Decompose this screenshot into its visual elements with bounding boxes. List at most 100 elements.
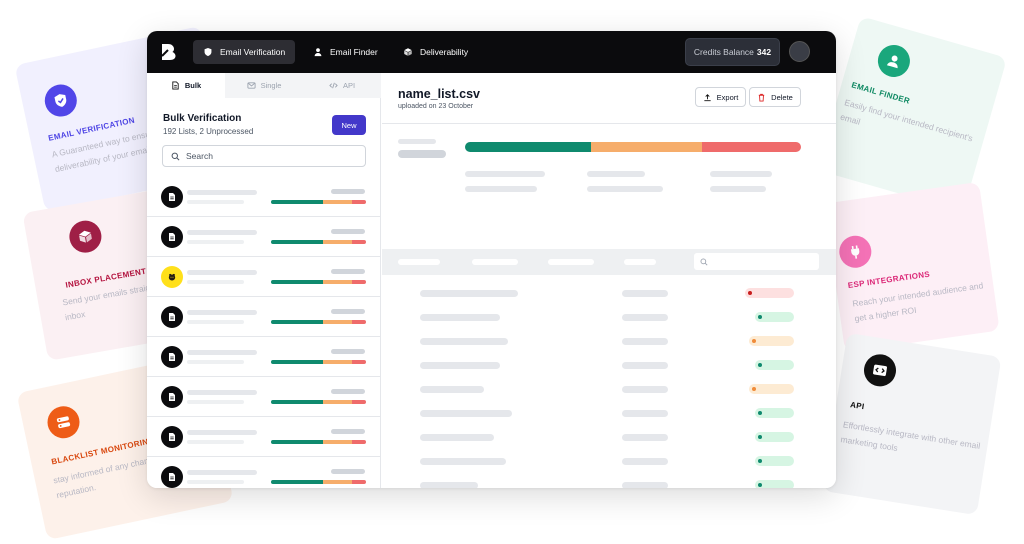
summary-placeholder [710, 186, 766, 192]
detail-placeholder [622, 386, 668, 393]
list-icon [44, 403, 83, 442]
tab-bulk[interactable]: Bulk [147, 73, 225, 98]
list-status-bar [271, 280, 366, 284]
table-row[interactable] [382, 329, 836, 353]
list-name-placeholder [187, 190, 257, 195]
table-search-input[interactable] [694, 253, 819, 270]
email-placeholder [420, 482, 478, 488]
tab-label: Single [260, 81, 282, 90]
table-row[interactable] [382, 449, 836, 473]
nav-email-finder[interactable]: Email Finder [303, 40, 388, 64]
export-label: Export [716, 92, 739, 102]
logo-icon[interactable] [159, 42, 179, 62]
invalid-segment [352, 200, 366, 204]
valid-segment [271, 280, 323, 284]
box-icon [66, 218, 104, 256]
list-item[interactable] [147, 257, 381, 297]
export-button[interactable]: Export [695, 87, 746, 107]
status-badge [755, 360, 794, 370]
valid-segment [465, 142, 591, 152]
summary-placeholder [587, 171, 645, 177]
delete-label: Delete [771, 92, 793, 102]
feature-card-blacklist-monitoring: BLACKLIST MONITORING stay informed of an… [16, 353, 234, 541]
status-badge [755, 456, 794, 466]
table-row[interactable] [382, 473, 836, 488]
status-badge [755, 408, 794, 418]
invalid-segment [352, 400, 366, 404]
list-meta-placeholder [187, 440, 244, 444]
valid-segment [271, 200, 323, 204]
detail-placeholder [622, 314, 668, 321]
list-meta-placeholder [187, 280, 244, 284]
list-item[interactable] [147, 297, 381, 337]
list-meta-placeholder [187, 320, 244, 324]
table-row[interactable] [382, 305, 836, 329]
list-item[interactable] [147, 417, 381, 457]
feature-description: Effortlessly integrate with other email … [839, 419, 981, 453]
status-dot [758, 435, 762, 439]
mailchimp-icon [161, 266, 183, 288]
risky-segment [323, 360, 352, 364]
detail-placeholder [622, 410, 668, 417]
email-placeholder [420, 290, 518, 297]
document-icon [161, 346, 183, 368]
document-icon [161, 226, 183, 248]
status-dot [752, 339, 756, 343]
delete-button[interactable]: Delete [749, 87, 801, 107]
tab-label: API [342, 81, 356, 90]
risky-segment [323, 200, 352, 204]
list-count-placeholder [331, 349, 365, 354]
divider [382, 123, 836, 124]
risky-segment [323, 440, 352, 444]
list-count-placeholder [331, 469, 365, 474]
status-badge [755, 480, 794, 488]
search-placeholder: Search [186, 151, 213, 161]
valid-segment [271, 400, 323, 404]
user-icon [314, 48, 322, 57]
summary-placeholder [710, 171, 772, 177]
table-row[interactable] [382, 425, 836, 449]
email-placeholder [420, 458, 506, 465]
list-item[interactable] [147, 457, 381, 488]
table-row[interactable] [382, 353, 836, 377]
list-item[interactable] [147, 337, 381, 377]
new-list-button[interactable]: New [332, 115, 366, 135]
feature-card-api: API Effortlessly integrate with other em… [822, 332, 1002, 516]
detail-placeholder [622, 458, 668, 465]
tab-api[interactable]: API [303, 73, 381, 98]
list-count-placeholder [331, 269, 365, 274]
tab-single[interactable]: Single [225, 73, 303, 98]
valid-segment [271, 240, 323, 244]
mail-icon [247, 82, 256, 89]
lists-panel: Bulk Single API Bulk Verification 192 Li… [147, 73, 381, 488]
list-detail-panel: name_list.csv uploaded on 23 October Exp… [382, 73, 836, 488]
avatar[interactable] [789, 41, 810, 62]
risky-segment [591, 142, 702, 152]
invalid-segment [352, 240, 366, 244]
nav-label: Email Finder [330, 47, 378, 57]
document-icon [161, 306, 183, 328]
risky-segment [323, 240, 352, 244]
table-row[interactable] [382, 401, 836, 425]
list-count-placeholder [331, 229, 365, 234]
column-header [548, 259, 594, 265]
document-icon [172, 81, 179, 90]
nav-deliverability[interactable]: Deliverability [393, 40, 478, 64]
search-input[interactable]: Search [162, 145, 366, 167]
table-row[interactable] [382, 377, 836, 401]
list-item[interactable] [147, 377, 381, 417]
table-row[interactable] [382, 281, 836, 305]
feature-card-inbox-placement: INBOX PLACEMENT Send your emails straigh… [22, 181, 231, 361]
credits-balance[interactable]: Credits Balance 342 [685, 38, 780, 66]
document-icon [161, 186, 183, 208]
list-name-placeholder [187, 470, 257, 475]
list-item[interactable] [147, 177, 381, 217]
valid-segment [271, 360, 323, 364]
status-badge [745, 288, 794, 298]
nav-email-verification[interactable]: Email Verification [193, 40, 296, 64]
risky-segment [323, 320, 352, 324]
credits-value: 342 [756, 47, 772, 57]
risky-segment [323, 400, 352, 404]
status-dot [752, 387, 756, 391]
list-item[interactable] [147, 217, 381, 257]
